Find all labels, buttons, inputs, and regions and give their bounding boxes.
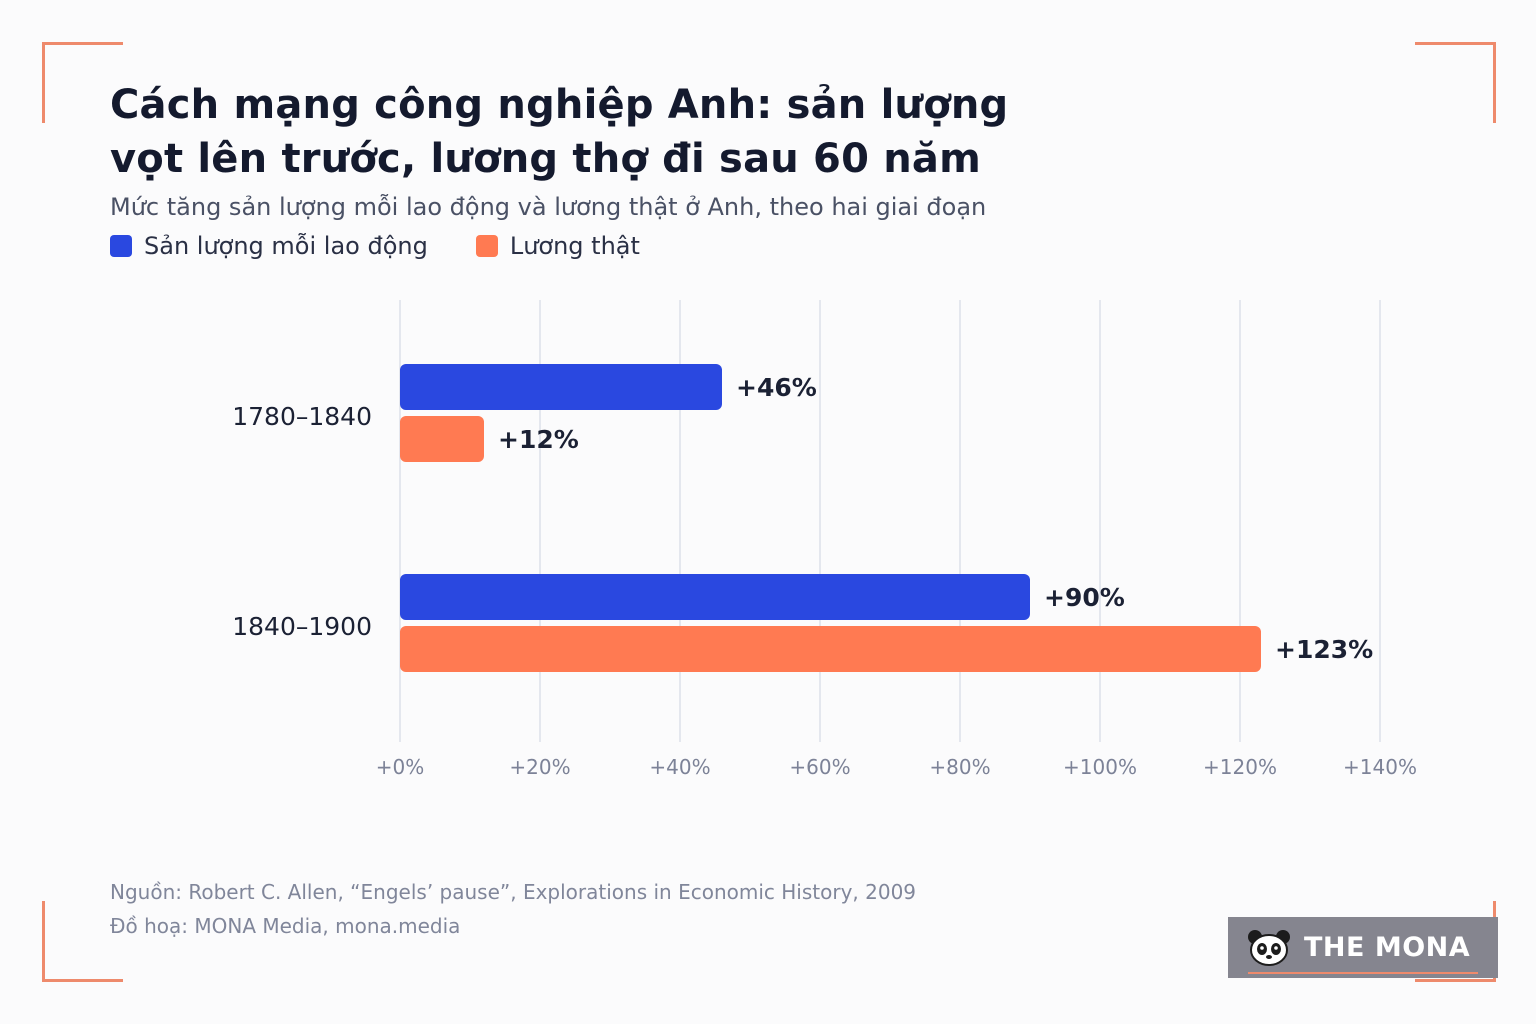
chart-subtitle: Mức tăng sản lượng mỗi lao động và lương… (110, 193, 987, 221)
x-tick-label: +40% (649, 755, 710, 779)
x-tick-label: +0% (376, 755, 425, 779)
bar-chart: +0% +20% +40% +60% +80% +100% +120% +140% 1780–1… (232, 300, 1417, 779)
legend-label-output: Sản lượng mỗi lao động (144, 232, 428, 260)
x-tick-label: +120% (1203, 755, 1277, 779)
chart-title: Cách mạng công nghiệp Anh: sản lượng vọt… (110, 82, 1009, 182)
legend: Sản lượng mỗi lao động Lương thật (110, 232, 640, 260)
legend-label-wage: Lương thật (509, 232, 640, 260)
panda-icon (1248, 929, 1290, 966)
bar (400, 626, 1261, 672)
bar (400, 364, 722, 410)
bar (400, 574, 1030, 620)
legend-item-wage: Lương thật (475, 232, 640, 260)
corner-bracket-bottom-left (42, 901, 123, 982)
credit-note: Đồ hoạ: MONA Media, mona.media (110, 914, 461, 938)
brand-underline (1248, 972, 1478, 974)
x-tick-label: +100% (1063, 755, 1137, 779)
category-label: 1840–1900 (232, 612, 372, 641)
x-tick-label: +80% (929, 755, 990, 779)
bar (400, 416, 484, 462)
x-tick-label: +20% (509, 755, 570, 779)
legend-swatch-output (110, 235, 132, 257)
x-tick-label: +140% (1343, 755, 1417, 779)
corner-bracket-top-right (1415, 42, 1496, 123)
legend-swatch-wage (475, 235, 498, 257)
corner-bracket-top-left (42, 42, 123, 123)
source-note: Nguồn: Robert C. Allen, “Engels’ pause”,… (110, 880, 917, 904)
data-label: +90% (1044, 583, 1125, 612)
x-tick-label: +60% (789, 755, 850, 779)
category-label: 1780–1840 (232, 402, 372, 431)
footer: Nguồn: Robert C. Allen, “Engels’ pause”,… (110, 875, 916, 943)
brand-badge: THE MONA (1228, 917, 1498, 978)
legend-item-output: Sản lượng mỗi lao động (110, 232, 428, 260)
data-label: +46% (736, 373, 817, 402)
data-label: +123% (1275, 635, 1373, 664)
brand-name: THE MONA (1304, 932, 1471, 963)
data-label: +12% (498, 425, 579, 454)
